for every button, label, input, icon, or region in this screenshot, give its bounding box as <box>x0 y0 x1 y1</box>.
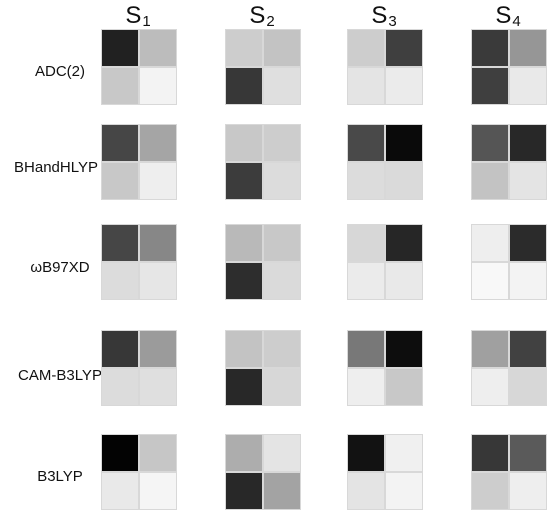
heatmap-cell-r3-c4-00 <box>472 225 508 261</box>
row-label-5: B3LYP <box>37 468 83 485</box>
heatmap-cell-r2-c3-11 <box>386 163 422 199</box>
column-label-base: S <box>371 2 388 29</box>
heatmap-cell-r1-c3-00 <box>348 30 384 66</box>
heatmap-cell-r4-c3-11 <box>386 369 422 405</box>
heatmap-cell-r1-c4-00 <box>472 30 508 66</box>
heatmap-cell-r5-c1-11 <box>140 473 176 509</box>
heatmap-cell-r5-c1-01 <box>140 435 176 471</box>
heatmap-cell-r3-c2-10 <box>226 263 262 299</box>
heatmap-cell-r3-c1-10 <box>102 263 138 299</box>
heatmap-cell-r5-c4-01 <box>510 435 546 471</box>
heatmap-cell-r5-c4-10 <box>472 473 508 509</box>
heatmap-cell-r3-c4-11 <box>510 263 546 299</box>
heatmap-cell-r4-c4-01 <box>510 331 546 367</box>
heatmap-cell-r3-c3-10 <box>348 263 384 299</box>
row-label-3: ωB97XD <box>30 259 90 276</box>
heatmap-cell-r2-c3-10 <box>348 163 384 199</box>
heatmap-cell-r5-c3-00 <box>348 435 384 471</box>
column-label-4: S4 <box>468 2 548 30</box>
heatmap-cell-r2-c1-01 <box>140 125 176 161</box>
heatmap-cell-r1-c2-10 <box>226 68 262 104</box>
heatmap-cell-r5-c1-10 <box>102 473 138 509</box>
heatmap-cell-r3-c4-10 <box>472 263 508 299</box>
column-label-base: S <box>125 2 142 29</box>
heatmap-cell-r4-c1-11 <box>140 369 176 405</box>
column-label-3: S3 <box>344 2 424 30</box>
heatmap-cell-r3-c3-00 <box>348 225 384 261</box>
heatmap-cell-r2-c4-11 <box>510 163 546 199</box>
heatmap-cell-r1-c3-01 <box>386 30 422 66</box>
heatmap-cell-r3-c1-11 <box>140 263 176 299</box>
heatmap-cell-r2-c4-01 <box>510 125 546 161</box>
heatmap-cell-r5-c3-10 <box>348 473 384 509</box>
heatmap-cell-r2-c2-00 <box>226 125 262 161</box>
column-label-base: S <box>249 2 266 29</box>
heatmap-cell-r4-c2-01 <box>264 331 300 367</box>
column-label-2: S2 <box>222 2 302 30</box>
heatmap-cell-r3-c1-00 <box>102 225 138 261</box>
column-label-subscript: 1 <box>142 13 151 30</box>
heatmap-cell-r5-c2-10 <box>226 473 262 509</box>
heatmap-cell-r2-c1-11 <box>140 163 176 199</box>
row-label-1: ADC(2) <box>34 63 85 80</box>
heatmap-cell-r4-c4-00 <box>472 331 508 367</box>
column-label-subscript: 3 <box>388 13 397 30</box>
heatmap-cell-r5-c1-00 <box>102 435 138 471</box>
heatmap-cell-r4-c4-11 <box>510 369 546 405</box>
heatmap-cell-r2-c3-01 <box>386 125 422 161</box>
heatmap-cell-r5-c2-01 <box>264 435 300 471</box>
heatmap-cell-r1-c4-01 <box>510 30 546 66</box>
heatmap-cell-r3-c3-11 <box>386 263 422 299</box>
heatmap-cell-r3-c1-01 <box>140 225 176 261</box>
heatmap-cell-r1-c1-10 <box>102 68 138 104</box>
heatmap-cell-r4-c2-10 <box>226 369 262 405</box>
heatmap-cell-r2-c2-01 <box>264 125 300 161</box>
heatmap-cell-r1-c2-11 <box>264 68 300 104</box>
heatmap-cell-r4-c1-01 <box>140 331 176 367</box>
heatmap-cell-r3-c4-01 <box>510 225 546 261</box>
heatmap-cell-r5-c3-11 <box>386 473 422 509</box>
heatmap-cell-r5-c3-01 <box>386 435 422 471</box>
heatmap-cell-r5-c4-11 <box>510 473 546 509</box>
column-label-subscript: 4 <box>512 13 521 30</box>
heatmap-cell-r2-c2-10 <box>226 163 262 199</box>
heatmap-cell-r4-c3-10 <box>348 369 384 405</box>
heatmap-cell-r4-c1-10 <box>102 369 138 405</box>
column-label-base: S <box>495 2 512 29</box>
heatmap-cell-r1-c2-00 <box>226 30 262 66</box>
heatmap-cell-r3-c2-01 <box>264 225 300 261</box>
heatmap-cell-r1-c4-10 <box>472 68 508 104</box>
heatmap-cell-r5-c4-00 <box>472 435 508 471</box>
heatmap-cell-r4-c4-10 <box>472 369 508 405</box>
heatmap-cell-r2-c2-11 <box>264 163 300 199</box>
heatmap-cell-r1-c3-10 <box>348 68 384 104</box>
heatmap-cell-r3-c2-00 <box>226 225 262 261</box>
heatmap-cell-r1-c1-01 <box>140 30 176 66</box>
heatmap-cell-r2-c4-10 <box>472 163 508 199</box>
row-label-2: BHandHLYP <box>14 159 98 176</box>
heatmap-cell-r2-c4-00 <box>472 125 508 161</box>
heatmap-cell-r3-c3-01 <box>386 225 422 261</box>
heatmap-cell-r3-c2-11 <box>264 263 300 299</box>
heatmap-cell-r1-c1-00 <box>102 30 138 66</box>
heatmap-cell-r4-c2-00 <box>226 331 262 367</box>
heatmap-cell-r1-c2-01 <box>264 30 300 66</box>
column-label-subscript: 2 <box>266 13 275 30</box>
heatmap-cell-r4-c1-00 <box>102 331 138 367</box>
heatmap-cell-r4-c3-01 <box>386 331 422 367</box>
heatmap-cell-r2-c1-10 <box>102 163 138 199</box>
heatmap-cell-r2-c1-00 <box>102 125 138 161</box>
heatmap-cell-r1-c4-11 <box>510 68 546 104</box>
heatmap-cell-r1-c1-11 <box>140 68 176 104</box>
heatmap-cell-r2-c3-00 <box>348 125 384 161</box>
heatmap-cell-r5-c2-00 <box>226 435 262 471</box>
heatmap-cell-r1-c3-11 <box>386 68 422 104</box>
heatmap-cell-r4-c3-00 <box>348 331 384 367</box>
row-label-4: CAM-B3LYP <box>18 367 102 384</box>
heatmap-cell-r5-c2-11 <box>264 473 300 509</box>
heatmap-cell-r4-c2-11 <box>264 369 300 405</box>
column-label-1: S1 <box>98 2 178 30</box>
